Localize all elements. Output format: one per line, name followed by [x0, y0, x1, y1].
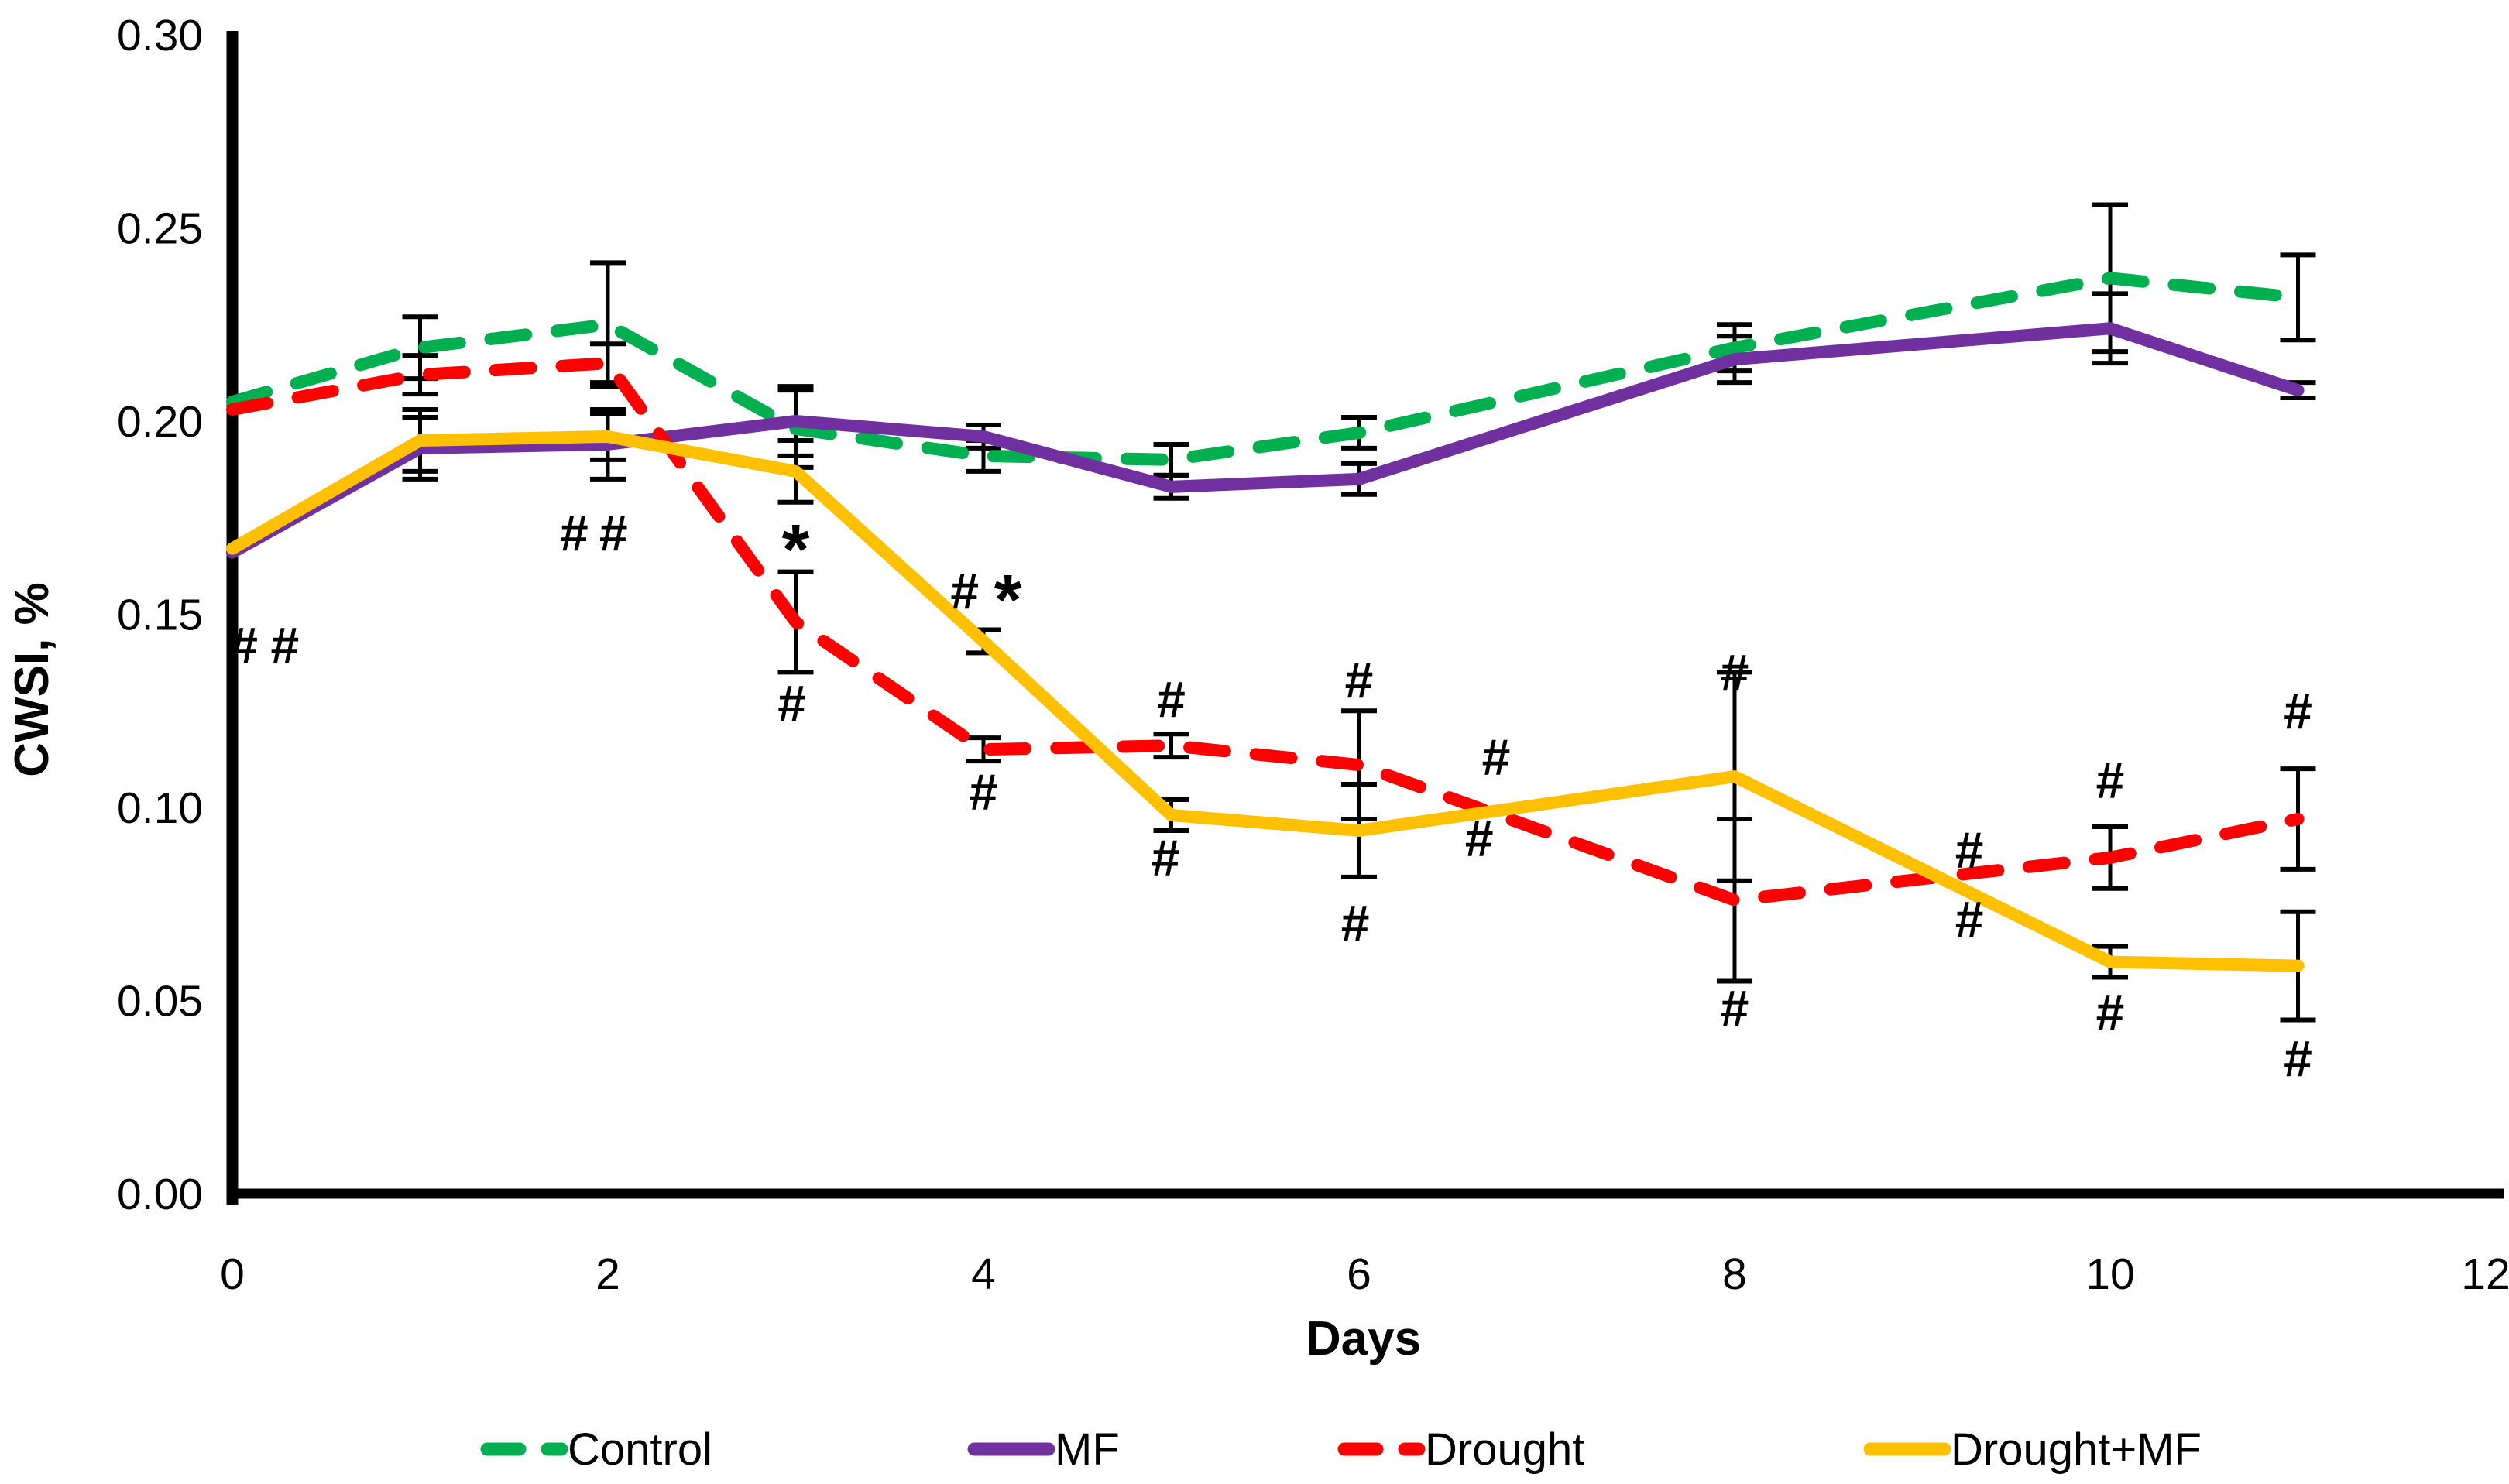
- hash-marker: #: [1482, 728, 1511, 786]
- hash-marker: #: [2096, 983, 2125, 1040]
- hash-marker: #: [1157, 670, 1186, 728]
- error-bar-drought-day4: [966, 735, 1001, 764]
- hash-marker: #: [2096, 752, 2125, 809]
- legend: Control MF Drought Drought+MF: [480, 1424, 2202, 1475]
- legend-item-drought: Drought: [1337, 1424, 1584, 1475]
- hash-marker: #: [229, 616, 258, 673]
- error-bar-drought-day5: [1153, 732, 1189, 760]
- legend-label-drought-mf: Drought+MF: [1951, 1424, 2202, 1475]
- y-tick-label: 0.05: [117, 977, 203, 1026]
- hash-marker: #: [777, 674, 806, 732]
- significance-markers: # ## # *## *###############: [229, 505, 2312, 1088]
- series-line-drought: [226, 357, 2305, 907]
- y-tick-labels: 0.00 0.05 0.10 0.15 0.20 0.25 0.30: [117, 11, 203, 1219]
- legend-label-control: Control: [568, 1424, 712, 1475]
- hash-marker: #: [560, 505, 589, 562]
- error-bar-drought-day1: [402, 353, 438, 397]
- x-tick-labels: 0 2 4 6 8 10 12: [220, 1249, 2509, 1299]
- x-tick-label: 2: [596, 1249, 620, 1299]
- hash-marker: #: [1721, 979, 1749, 1037]
- hash-marker: #: [970, 763, 998, 821]
- series-line-drought-mf: [226, 430, 2305, 972]
- legend-label-drought: Drought: [1425, 1424, 1584, 1475]
- hash-marker: #: [1341, 895, 1370, 952]
- series-lines: [226, 272, 2305, 972]
- hash-marker: #: [271, 616, 300, 673]
- x-tick-label: 8: [1722, 1249, 1747, 1299]
- y-axis-title: CWSI, %: [5, 582, 59, 776]
- series-line-mf: [226, 322, 2305, 559]
- hash-marker: #: [1345, 651, 1374, 708]
- legend-item-mf: MF: [967, 1424, 1120, 1475]
- x-tick-label: 4: [971, 1249, 996, 1299]
- legend-item-control: Control: [480, 1424, 712, 1475]
- x-tick-label: 12: [2461, 1249, 2509, 1299]
- star-marker: *: [994, 561, 1022, 640]
- legend-item-drought-mf: Drought+MF: [1863, 1424, 2202, 1475]
- error-bar-control-day11: [2280, 252, 2316, 343]
- y-tick-label: 0.30: [117, 11, 203, 60]
- hash-marker: #: [599, 505, 628, 562]
- y-tick-label: 0.25: [117, 204, 203, 254]
- x-axis-title: Days: [1306, 1312, 1421, 1366]
- hash-marker: #: [1152, 829, 1180, 886]
- legend-label-mf: MF: [1055, 1424, 1120, 1475]
- y-tick-label: 0.10: [117, 783, 203, 833]
- hash-marker: #: [2284, 682, 2312, 739]
- hash-marker: #: [1955, 891, 1984, 948]
- x-tick-label: 10: [2085, 1249, 2134, 1299]
- x-tick-label: 0: [220, 1249, 245, 1299]
- hash-marker: #: [2284, 1030, 2312, 1087]
- x-tick-label: 6: [1347, 1249, 1371, 1299]
- y-tick-label: 0.00: [117, 1170, 203, 1219]
- hash-marker: #: [1721, 643, 1749, 701]
- hash-marker: #: [1465, 810, 1494, 867]
- star-marker: *: [782, 511, 810, 590]
- hash-marker: #: [1955, 821, 1984, 879]
- hash-marker: #: [950, 563, 979, 620]
- y-tick-label: 0.15: [117, 591, 203, 640]
- y-tick-label: 0.20: [117, 397, 203, 447]
